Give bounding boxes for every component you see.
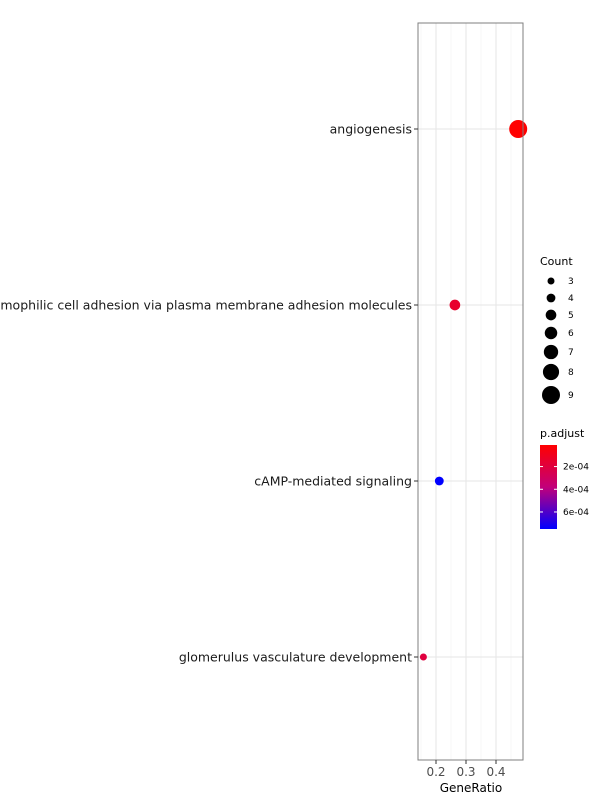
x-axis-ticks: 0.2 0.3 0.4 — [426, 760, 506, 779]
size-legend-label: 3 — [568, 277, 574, 287]
size-legend-dot — [546, 293, 556, 303]
panel-border — [417, 22, 524, 761]
size-legend-title: Count — [540, 255, 573, 268]
size-legend: Count 3 4 5 6 7 8 9 — [540, 255, 574, 404]
category-label: homophilic cell adhesion via plasma memb… — [0, 298, 412, 313]
category-label: cAMP-mediated signaling — [254, 474, 412, 489]
x-axis-title: GeneRatio — [440, 781, 502, 795]
category-labels: angiogenesis homophilic cell adhesion via… — [0, 122, 418, 665]
panel — [417, 22, 528, 761]
color-legend-label: 4e-04 — [563, 485, 589, 495]
category-label: angiogenesis — [330, 122, 412, 137]
color-legend-label: 6e-04 — [563, 508, 589, 518]
size-legend-dot — [544, 326, 558, 340]
color-legend-bar — [540, 445, 557, 529]
size-legend-label: 8 — [568, 368, 574, 378]
data-point — [509, 120, 528, 138]
size-legend-label: 4 — [568, 294, 574, 304]
data-point — [434, 476, 444, 486]
color-legend-label: 2e-04 — [563, 463, 589, 473]
x-tick-label: 0.4 — [486, 765, 505, 779]
size-legend-label: 6 — [568, 329, 574, 339]
size-legend-dot — [545, 309, 557, 321]
size-legend-items: 3 4 5 6 7 8 9 — [542, 277, 574, 404]
gridlines — [418, 23, 523, 760]
color-legend-ticks: 2e-04 4e-04 6e-04 — [540, 463, 589, 518]
size-legend-dot — [542, 386, 560, 404]
x-tick-label: 0.3 — [456, 765, 475, 779]
x-tick-label: 0.2 — [426, 765, 445, 779]
color-legend-title: p.adjust — [540, 427, 585, 440]
data-point — [449, 299, 461, 311]
size-legend-dot — [547, 277, 555, 285]
size-legend-dot — [542, 363, 560, 381]
color-legend: p.adjust 2e-04 4e-04 6e-04 — [540, 427, 589, 529]
data-point — [419, 653, 427, 661]
size-legend-label: 5 — [568, 311, 574, 321]
size-legend-label: 9 — [568, 391, 574, 401]
size-legend-dot — [543, 344, 559, 360]
size-legend-label: 7 — [568, 348, 574, 358]
category-label: glomerulus vasculature development — [179, 650, 412, 665]
panel-background — [418, 23, 523, 760]
